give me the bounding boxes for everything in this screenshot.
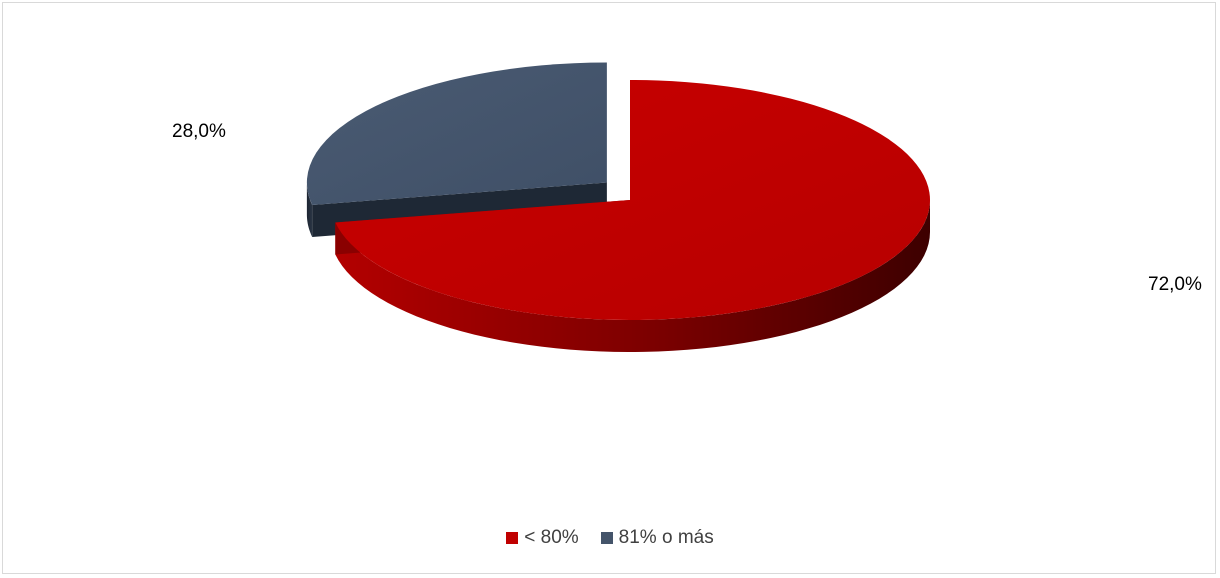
slice-side-lt80 <box>335 200 930 352</box>
slice-81plus <box>306 62 607 206</box>
legend: < 80% 81% o más <box>0 527 1220 549</box>
legend-label: 81% o más <box>618 527 714 548</box>
legend-swatch-red <box>506 532 519 544</box>
legend-item-lt80: < 80% <box>506 527 579 549</box>
legend-swatch-blue <box>600 532 613 544</box>
slice-lt80 <box>335 80 930 320</box>
legend-label: < 80% <box>524 527 579 548</box>
data-label-lt80: 72,0% <box>1148 274 1202 295</box>
slice-side-81plus <box>306 182 313 238</box>
legend-item-81plus: 81% o más <box>600 527 714 549</box>
data-label-81plus: 28,0% <box>172 121 226 142</box>
